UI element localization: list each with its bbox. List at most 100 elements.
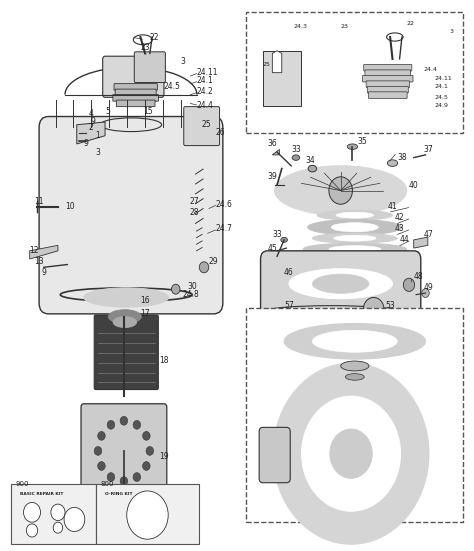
Polygon shape	[118, 503, 129, 509]
Text: 47: 47	[423, 230, 433, 239]
Text: 24.7: 24.7	[216, 224, 233, 234]
Polygon shape	[77, 122, 105, 144]
Circle shape	[143, 462, 150, 471]
Circle shape	[133, 473, 141, 482]
Polygon shape	[273, 149, 279, 155]
Text: 25: 25	[201, 120, 211, 129]
FancyBboxPatch shape	[94, 315, 158, 390]
Circle shape	[138, 504, 157, 526]
Ellipse shape	[312, 233, 397, 243]
Ellipse shape	[303, 243, 407, 255]
Ellipse shape	[284, 323, 426, 359]
Ellipse shape	[341, 361, 369, 371]
Text: BASIC REPAIR KIT: BASIC REPAIR KIT	[20, 492, 64, 496]
Bar	[11, 484, 96, 544]
Text: 9: 9	[84, 139, 89, 148]
Bar	[246, 309, 463, 522]
Circle shape	[329, 177, 353, 204]
Circle shape	[107, 473, 115, 482]
Text: 35: 35	[357, 137, 367, 145]
Ellipse shape	[308, 165, 317, 172]
FancyBboxPatch shape	[113, 95, 158, 101]
Text: 36: 36	[268, 139, 277, 148]
Text: 24.11: 24.11	[435, 75, 453, 80]
Text: 3: 3	[181, 57, 185, 66]
FancyBboxPatch shape	[39, 116, 223, 314]
Text: 46: 46	[284, 268, 294, 277]
Text: 24.11: 24.11	[197, 68, 219, 77]
Circle shape	[94, 446, 102, 455]
Ellipse shape	[331, 223, 378, 232]
FancyBboxPatch shape	[184, 107, 219, 145]
Ellipse shape	[84, 288, 169, 307]
FancyBboxPatch shape	[365, 70, 410, 77]
Text: 24.8: 24.8	[183, 290, 200, 299]
Ellipse shape	[275, 166, 407, 215]
Text: 3: 3	[449, 29, 453, 34]
Text: 24.9: 24.9	[435, 103, 449, 108]
Text: 24.6: 24.6	[216, 199, 233, 209]
Text: 12: 12	[30, 246, 39, 255]
Text: 17: 17	[140, 309, 150, 318]
Ellipse shape	[336, 212, 374, 218]
Text: 24.2: 24.2	[197, 88, 214, 96]
Ellipse shape	[308, 220, 402, 235]
Circle shape	[127, 491, 168, 539]
FancyBboxPatch shape	[103, 56, 164, 98]
Circle shape	[130, 495, 164, 535]
Ellipse shape	[312, 274, 369, 293]
Circle shape	[363, 298, 384, 322]
Circle shape	[98, 462, 105, 471]
Text: 1: 1	[96, 131, 100, 140]
FancyBboxPatch shape	[364, 64, 412, 71]
Text: 25: 25	[263, 62, 271, 67]
Text: 24.1: 24.1	[435, 84, 449, 89]
Text: 900: 900	[46, 496, 61, 505]
Text: 13: 13	[35, 257, 44, 266]
Ellipse shape	[334, 235, 376, 241]
Ellipse shape	[281, 237, 287, 242]
Text: 45: 45	[268, 244, 277, 252]
Circle shape	[330, 429, 372, 478]
Text: 4: 4	[89, 109, 93, 118]
FancyBboxPatch shape	[366, 81, 410, 88]
Polygon shape	[273, 51, 282, 73]
Circle shape	[120, 477, 128, 485]
Text: 800: 800	[126, 496, 141, 505]
Text: 37: 37	[423, 145, 433, 154]
Text: 57: 57	[284, 301, 294, 310]
Ellipse shape	[346, 374, 364, 380]
Polygon shape	[414, 237, 428, 248]
Text: 19: 19	[159, 452, 169, 461]
Text: 22: 22	[150, 33, 159, 41]
Circle shape	[134, 500, 161, 531]
Text: 15: 15	[143, 106, 152, 116]
Text: 11: 11	[35, 197, 44, 206]
Text: 48: 48	[414, 272, 423, 281]
Text: 28: 28	[190, 208, 200, 217]
Text: 23: 23	[341, 24, 349, 29]
Text: 800: 800	[100, 480, 114, 487]
Text: 9: 9	[91, 117, 96, 127]
Ellipse shape	[317, 210, 392, 220]
Circle shape	[51, 504, 65, 521]
Text: 18: 18	[159, 356, 169, 365]
Bar	[96, 484, 199, 544]
Polygon shape	[30, 245, 58, 259]
Text: 9: 9	[41, 268, 46, 277]
Ellipse shape	[347, 144, 357, 149]
Ellipse shape	[329, 246, 381, 253]
Ellipse shape	[312, 330, 397, 352]
Ellipse shape	[289, 269, 392, 299]
Text: 900: 900	[16, 480, 29, 487]
Text: 27: 27	[190, 197, 200, 206]
FancyBboxPatch shape	[114, 84, 157, 90]
Text: 10: 10	[65, 202, 74, 212]
Circle shape	[199, 262, 209, 273]
Circle shape	[143, 431, 150, 440]
Ellipse shape	[109, 310, 141, 323]
FancyBboxPatch shape	[368, 92, 407, 99]
Text: 22: 22	[407, 21, 415, 26]
Text: 33: 33	[273, 230, 282, 239]
FancyBboxPatch shape	[261, 251, 421, 317]
